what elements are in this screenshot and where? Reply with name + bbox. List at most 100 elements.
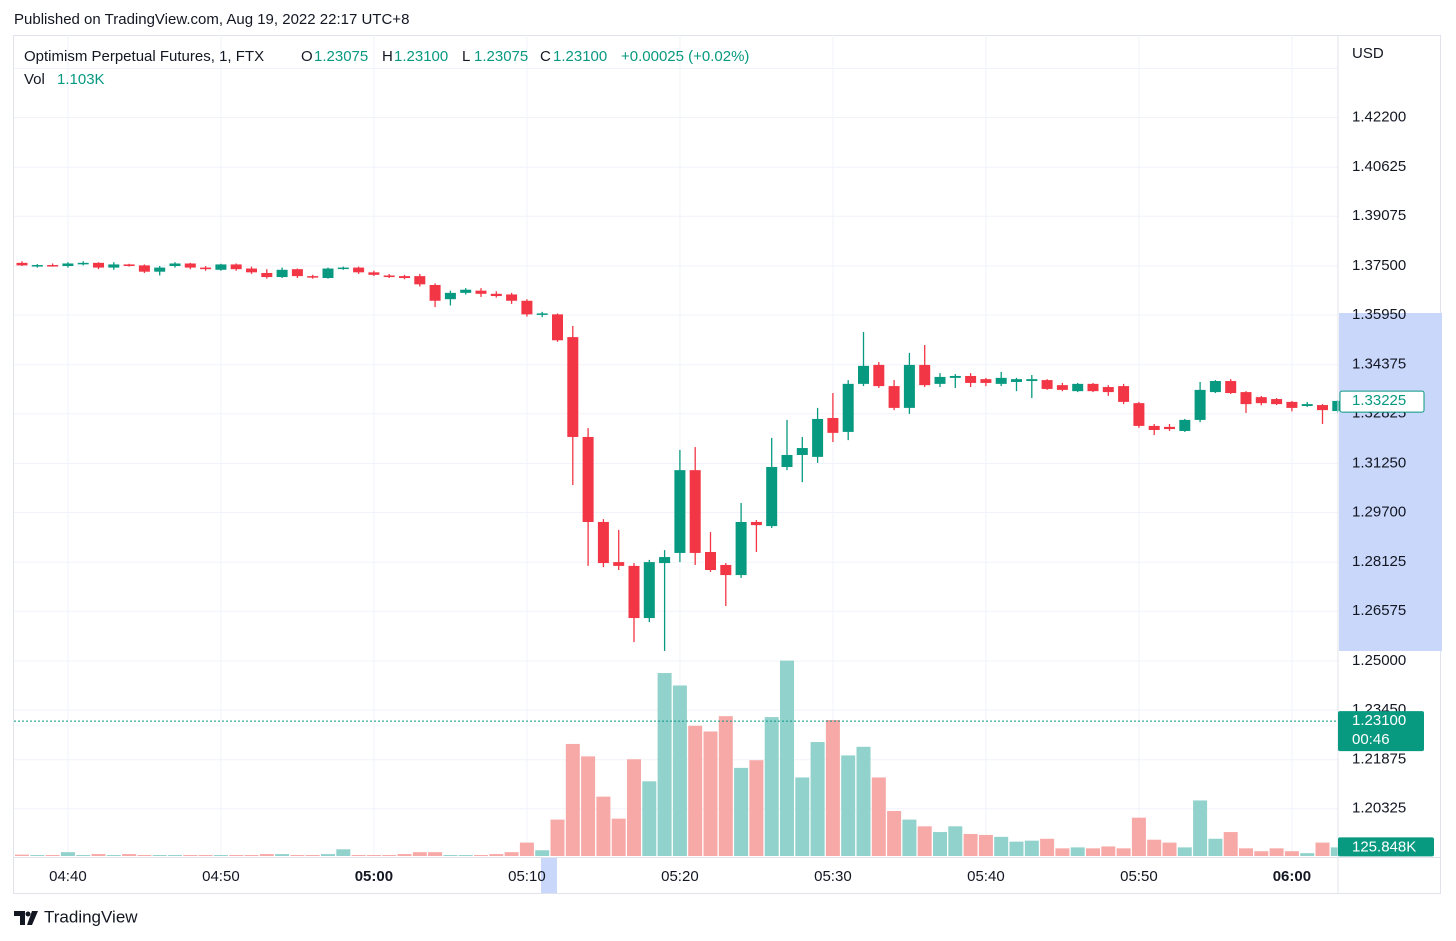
y-tick-label: 1.29700	[1352, 503, 1406, 520]
candle-body	[643, 562, 655, 619]
candle-body	[1225, 381, 1237, 394]
candle-body	[154, 267, 166, 272]
candle-body	[689, 470, 701, 553]
legend-h-label: H	[382, 48, 393, 65]
y-tick-label: 1.34375	[1352, 356, 1406, 373]
volume-bar	[1269, 848, 1284, 856]
volume-bar	[229, 855, 244, 856]
candle-body	[1164, 426, 1175, 430]
candle-body	[1194, 389, 1206, 420]
candle-body	[1209, 381, 1221, 393]
candle-body	[796, 448, 808, 455]
volume-bar	[871, 777, 886, 856]
volume-bar	[244, 855, 259, 856]
y-tick-label: 1.20325	[1352, 800, 1406, 817]
volume-bar	[963, 833, 978, 856]
x-tick-label: 04:50	[202, 868, 240, 885]
volume-bar	[856, 746, 871, 856]
volume-bar	[1254, 851, 1269, 856]
candle-body	[215, 264, 227, 270]
volume-bar	[795, 777, 810, 856]
y-tick-label: 1.31250	[1352, 454, 1406, 471]
volume-bar	[703, 731, 718, 856]
currency-label: USD	[1352, 45, 1384, 62]
volume-bar	[60, 852, 75, 856]
x-tick-label: 06:00	[1273, 868, 1311, 885]
crosshair-range	[1339, 313, 1442, 651]
volume-bar	[1284, 851, 1299, 856]
volume-bar	[275, 854, 290, 856]
legend-vol: 1.103K	[57, 71, 105, 88]
candle-body	[230, 264, 242, 270]
volume-bar	[198, 855, 213, 856]
candle-body	[368, 272, 380, 275]
volume-bar	[688, 725, 703, 856]
volume-bar	[1009, 841, 1024, 856]
candle-body	[1026, 379, 1038, 382]
candle-body	[735, 521, 747, 576]
volume-bar	[290, 855, 305, 856]
x-tick-label: 04:40	[49, 868, 87, 885]
volume-bar	[948, 826, 963, 856]
candle-body	[812, 418, 824, 457]
candle-body	[659, 557, 671, 564]
candle-body	[1041, 380, 1053, 389]
volume-bar	[1239, 848, 1253, 856]
candle-body	[1072, 383, 1084, 392]
volume-bar	[1131, 817, 1146, 856]
legend-l: 1.23075	[474, 48, 528, 65]
candle-body	[720, 564, 732, 576]
volume-bar	[887, 810, 902, 856]
candle-body	[200, 267, 212, 270]
volume-bar	[213, 855, 228, 856]
candle-body	[597, 521, 609, 564]
volume-bar	[91, 854, 106, 856]
candle-body	[1087, 383, 1099, 392]
volume-bar	[596, 796, 611, 856]
candle-body	[444, 292, 456, 300]
candle-body	[1133, 403, 1145, 426]
candle-body	[1011, 379, 1022, 382]
candle-body	[1148, 425, 1160, 431]
candle-body	[995, 377, 1007, 384]
candle-body	[169, 263, 181, 267]
candle-body	[475, 290, 487, 294]
candle-body	[184, 263, 196, 268]
volume-bar	[825, 719, 840, 856]
candle-body	[705, 551, 716, 571]
candle-body	[567, 337, 579, 437]
candle-body	[16, 262, 28, 266]
volume-bar	[106, 855, 121, 856]
volume-bar	[1193, 800, 1208, 856]
volume-bar	[45, 855, 60, 856]
volume-bar	[168, 855, 182, 856]
x-tick-label: 05:30	[814, 868, 852, 885]
volume-bar	[1116, 848, 1131, 856]
volume-bar	[428, 852, 443, 856]
candle-body	[536, 313, 548, 315]
volume-bar	[978, 834, 993, 856]
volume-bar	[780, 660, 794, 856]
candle-body	[1271, 399, 1283, 405]
countdown-label: 00:46	[1352, 731, 1390, 748]
candle-body	[490, 293, 502, 297]
volume-bar	[351, 855, 366, 856]
volume-bar	[994, 836, 1009, 856]
volume-bar	[902, 819, 917, 856]
candle-body	[246, 268, 257, 273]
published-note: Published on TradingView.com, Aug 19, 20…	[14, 11, 409, 28]
volume-bar	[137, 855, 152, 856]
volume-bar	[412, 852, 427, 856]
volume-bar	[259, 854, 274, 856]
volume-bar	[581, 756, 596, 856]
legend-h: 1.23100	[394, 48, 448, 65]
volume-bar	[611, 818, 626, 856]
volume-bar	[917, 826, 932, 856]
y-tick-label: 1.21875	[1352, 751, 1406, 768]
y-tick-label: 1.28125	[1352, 553, 1406, 570]
candle-body	[429, 284, 441, 301]
volume-bar	[1055, 848, 1070, 856]
volume-bar	[474, 855, 488, 856]
volume-bar	[504, 852, 519, 856]
